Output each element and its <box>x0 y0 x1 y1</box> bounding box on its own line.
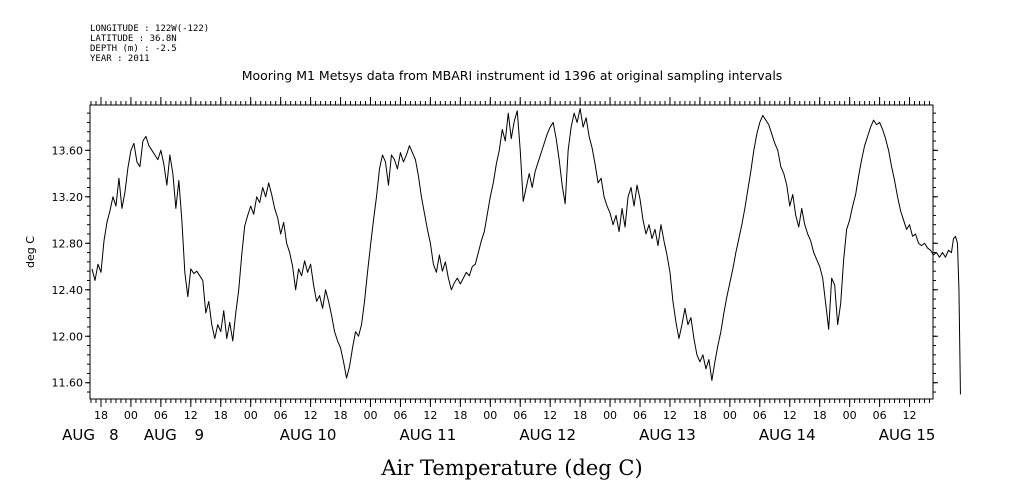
x-tick-label: 06 <box>154 409 168 422</box>
x-tick-label: 12 <box>903 409 917 422</box>
x-tick-label: 18 <box>693 409 707 422</box>
y-tick-label: 13.60 <box>52 144 84 157</box>
date-label: AUG 10 <box>280 426 337 444</box>
date-label: AUG 11 <box>400 426 457 444</box>
x-tick-label: 12 <box>663 409 677 422</box>
plot-frame <box>89 104 934 400</box>
x-tick-label: 12 <box>184 409 198 422</box>
x-tick-label: 18 <box>813 409 827 422</box>
y-tick-label: 12.80 <box>52 237 84 250</box>
chart-title: Mooring M1 Metsys data from MBARI instru… <box>242 68 783 83</box>
y-tick-label: 11.60 <box>52 377 84 390</box>
x-tick-label: 06 <box>393 409 407 422</box>
x-tick-label: 12 <box>543 409 557 422</box>
x-tick-label: 18 <box>214 409 228 422</box>
x-tick-label: 12 <box>423 409 437 422</box>
y-tick-label: 13.20 <box>52 191 84 204</box>
x-tick-label: 06 <box>753 409 767 422</box>
latitude-label: LATITUDE : 36.8N <box>90 34 177 44</box>
x-axis: 18 00 06 12 18 00 06 12 18 00 06 12 18 00 06 12 18 00 06 12… <box>94 97 917 422</box>
date-labels: AUG 8 AUG 9 AUG 10 AUG 11 AUG 12 AUG 13 AUG 14 AU… <box>62 426 935 444</box>
x-tick-label: 18 <box>573 409 587 422</box>
date-label: AUG 13 <box>639 426 696 444</box>
x-tick-label: 00 <box>723 409 737 422</box>
y-axis-label: deg C <box>24 236 37 268</box>
x-tick-label: 18 <box>94 409 108 422</box>
x-tick-label: 00 <box>603 409 617 422</box>
date-label: AUG 14 <box>759 426 816 444</box>
x-tick-label: 18 <box>453 409 467 422</box>
date-label: AUG <box>144 426 177 444</box>
year-label: YEAR : 2011 <box>90 54 150 64</box>
y-axis: 11.60 12.00 12.40 12.80 13.20 13.60 <box>52 112 938 393</box>
depth-label: DEPTH (m) : -2.5 <box>90 44 177 54</box>
x-tick-label: 00 <box>364 409 378 422</box>
x-tick-label: 00 <box>244 409 258 422</box>
x-axis-title: Air Temperature (deg C) <box>380 456 642 480</box>
hourly-tick-marks <box>90 101 931 403</box>
x-tick-label: 06 <box>873 409 887 422</box>
x-tick-label: 06 <box>513 409 527 422</box>
y-tick-label: 12.40 <box>52 284 84 297</box>
x-tick-label: 06 <box>274 409 288 422</box>
date-label: AUG 12 <box>519 426 576 444</box>
x-tick-label: 00 <box>124 409 138 422</box>
x-tick-label: 18 <box>334 409 348 422</box>
date-label: AUG 15 <box>879 426 936 444</box>
longitude-label: LONGITUDE : 122W(-122) <box>90 24 209 34</box>
x-tick-label: 06 <box>633 409 647 422</box>
date-label: 8 <box>109 426 119 444</box>
air-temperature-line <box>91 107 961 395</box>
y-tick-label: 12.00 <box>52 330 84 343</box>
date-label: AUG <box>62 426 95 444</box>
date-label: 9 <box>195 426 205 444</box>
x-tick-label: 12 <box>304 409 318 422</box>
x-tick-label: 00 <box>843 409 857 422</box>
x-tick-label: 12 <box>783 409 797 422</box>
series-group <box>91 107 961 395</box>
minor-ticks <box>90 101 931 403</box>
x-tick-label: 00 <box>483 409 497 422</box>
